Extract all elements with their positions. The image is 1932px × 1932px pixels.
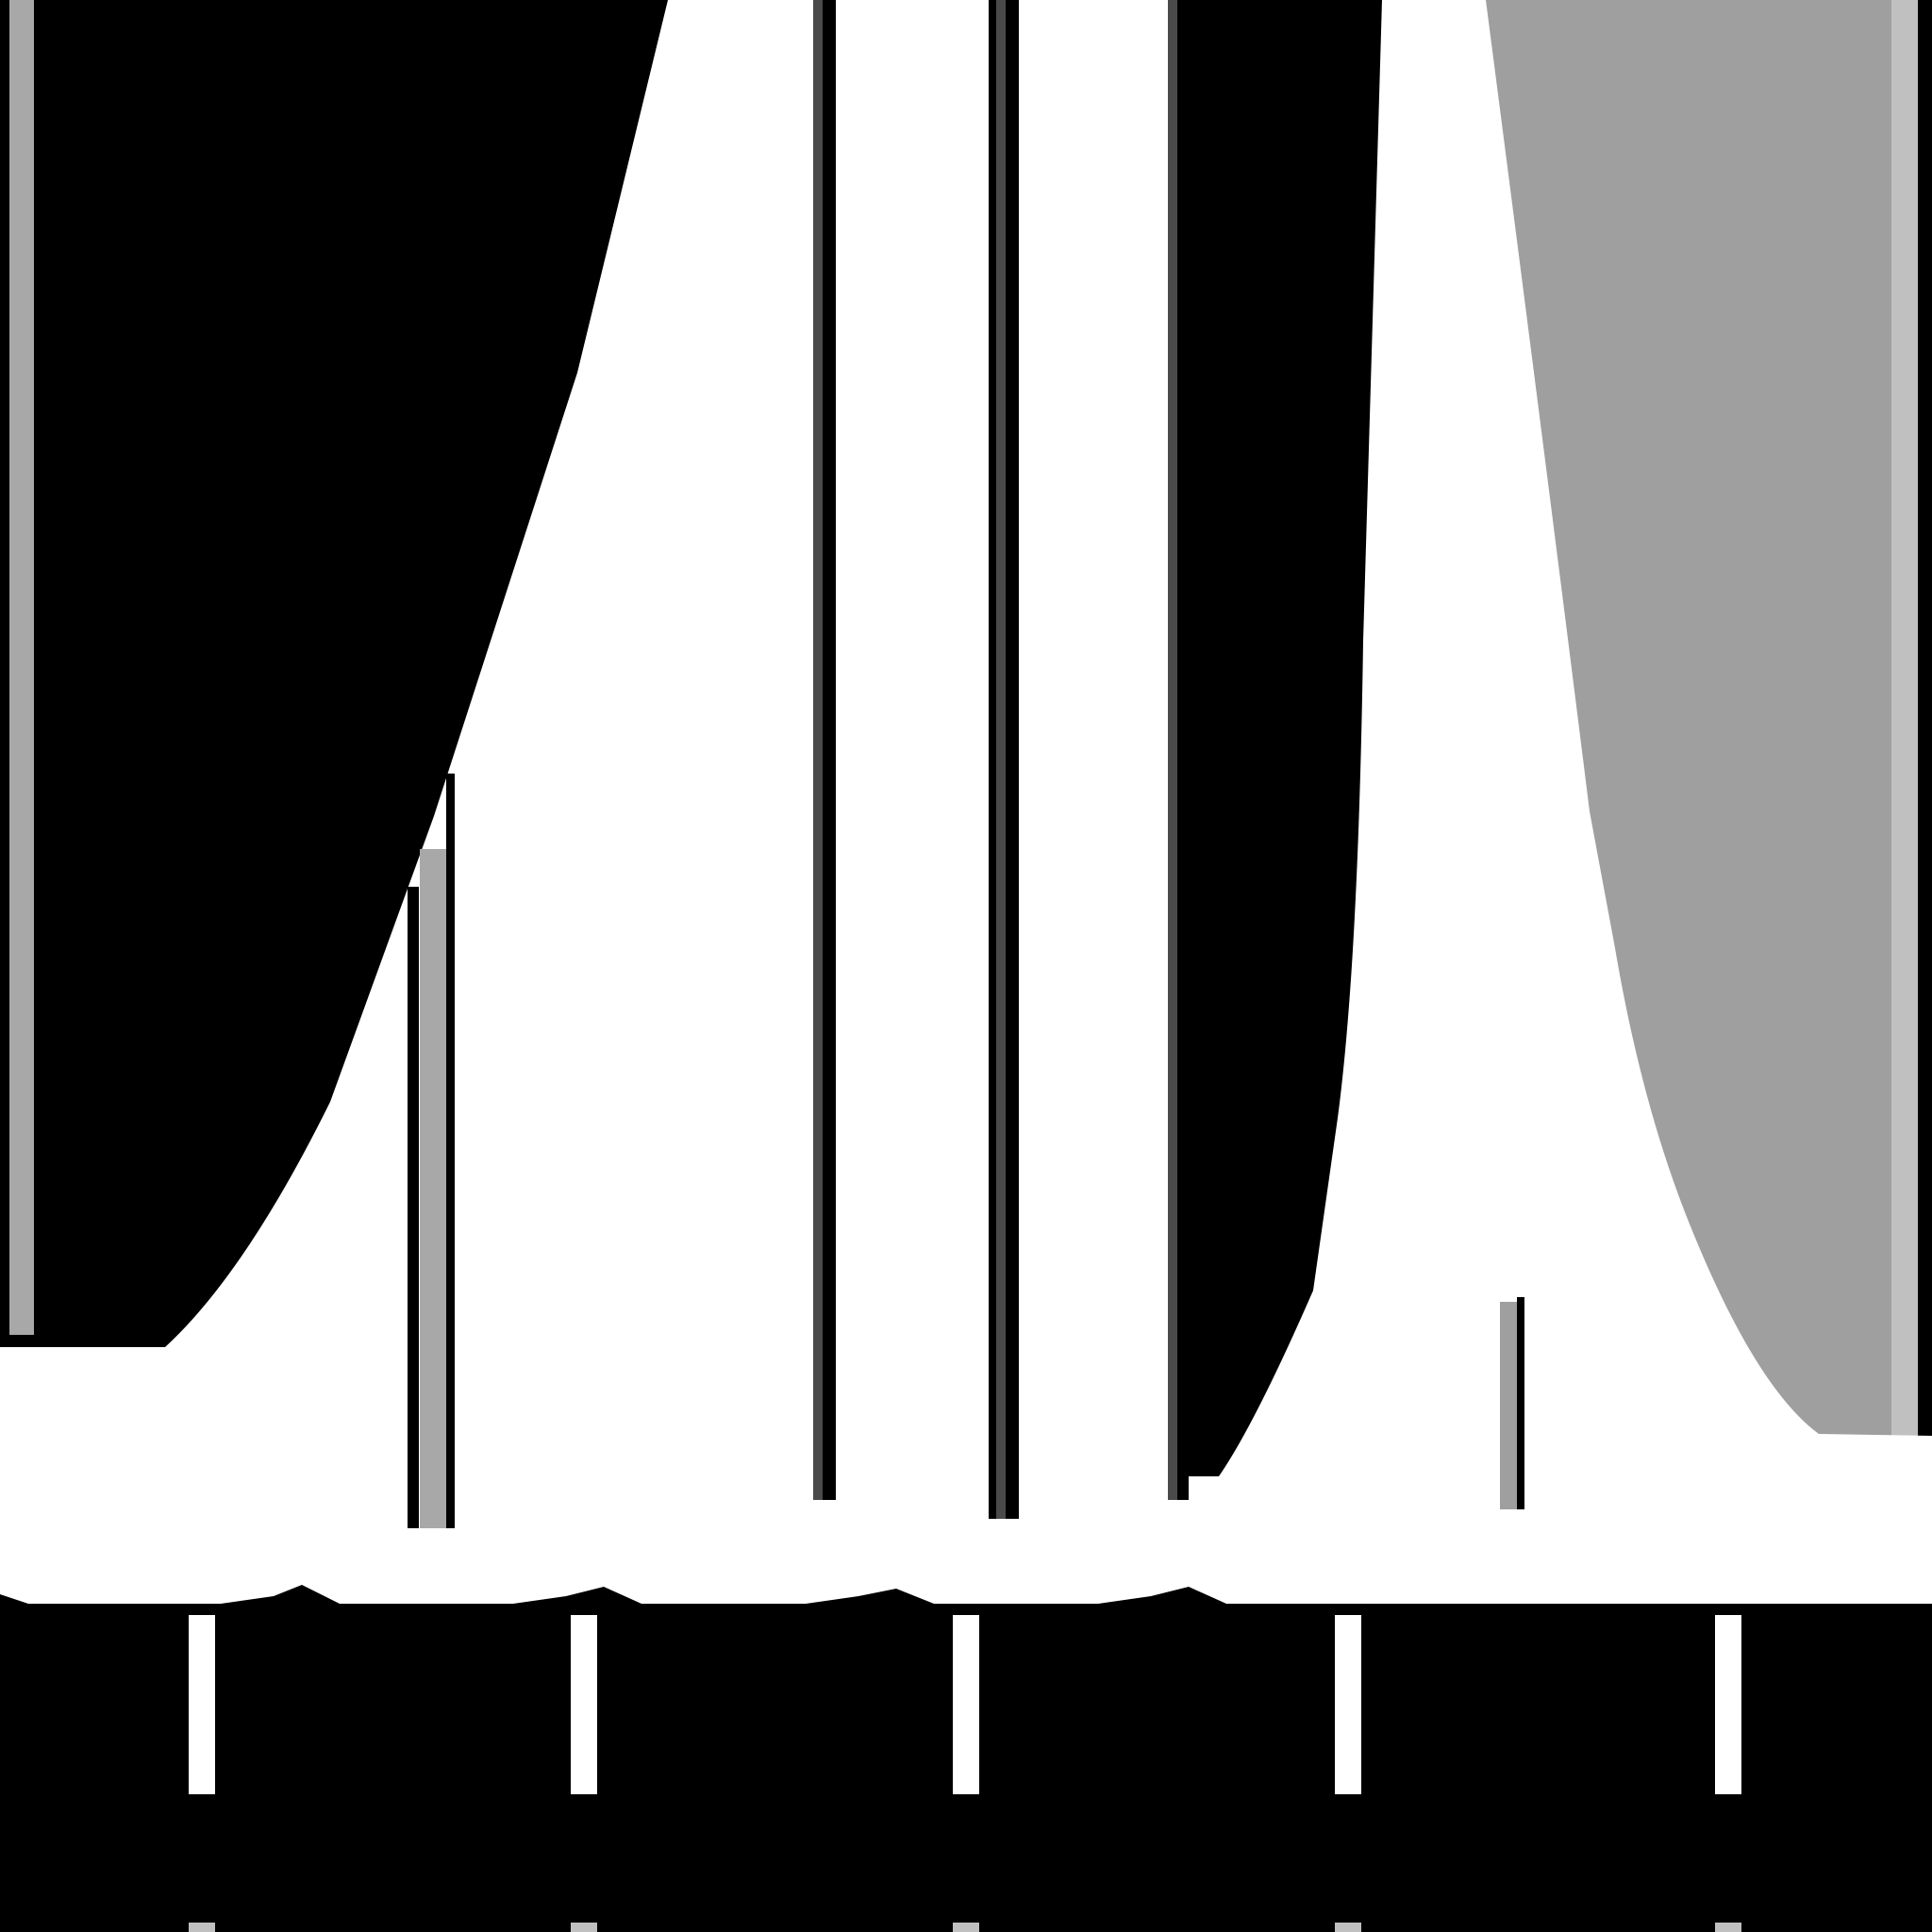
tick-mark [1335,1615,1361,1794]
gray-sliver-right-peak [1500,1302,1517,1509]
tick-stub [1335,1923,1361,1932]
tick-stub [1715,1923,1741,1932]
gray-bar-a [420,849,446,1528]
light-bar-right-edge [1891,0,1918,1439]
white-peak-shape [0,0,1932,1604]
tick-mark [571,1615,597,1794]
tick-mark [1715,1615,1741,1794]
jagged-baseline-band [0,1585,1932,1615]
dark-bar-b [446,774,455,1528]
tick-stub [571,1923,597,1932]
tick-mark [189,1615,215,1794]
dark-bar-c [823,0,836,1500]
dark-bar-right-edge [1918,0,1932,1439]
tick-marks [189,1615,1741,1794]
dark-bar-d [989,0,996,1519]
tick-mark [953,1615,979,1794]
gray-bar-c [996,0,1006,1519]
dark-bar-f [1177,0,1189,1500]
dark-sliver-right-peak [1517,1297,1524,1509]
dark-bar-e [1006,0,1019,1519]
tick-stub [953,1923,979,1932]
gray-bar-d [1168,0,1177,1500]
light-bar-left-edge [9,0,34,1335]
tick-stubs [189,1923,1741,1932]
gray-bar-b [813,0,823,1500]
dark-bar-a [408,887,419,1528]
tick-stub [189,1923,215,1932]
